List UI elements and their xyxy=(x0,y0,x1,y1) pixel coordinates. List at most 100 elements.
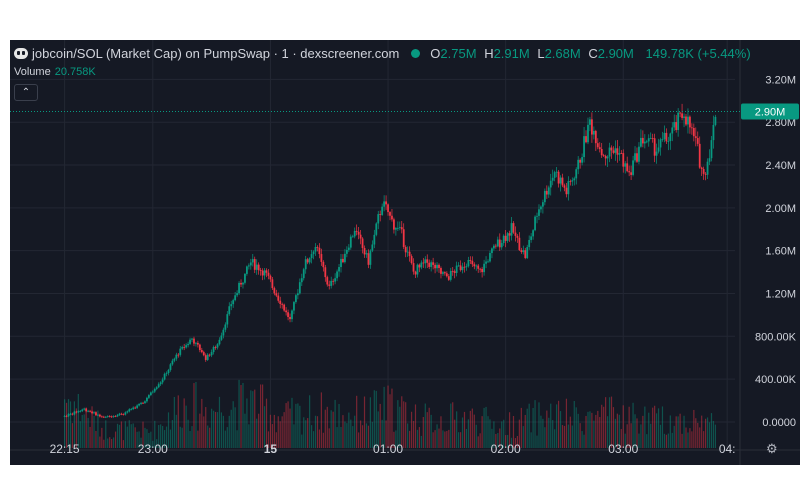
candle-body xyxy=(389,212,391,216)
y-tick-label: 1.20M xyxy=(765,288,796,300)
volume-bar xyxy=(201,398,203,448)
volume-bar xyxy=(322,432,324,448)
volume-bar xyxy=(626,424,628,448)
volume-bar xyxy=(636,418,638,448)
volume-bar xyxy=(393,431,395,448)
volume-bar xyxy=(79,421,81,448)
volume-bar xyxy=(458,432,460,448)
volume-bar xyxy=(687,432,689,448)
volume-bar xyxy=(646,434,648,448)
candle-body xyxy=(506,233,509,241)
candle-body xyxy=(247,265,250,267)
volume-bar xyxy=(173,396,175,448)
volume-bar xyxy=(452,402,454,448)
gear-icon[interactable]: ⚙ xyxy=(766,441,778,456)
volume-bar xyxy=(377,411,379,448)
volume-bar xyxy=(661,406,664,448)
candle-body xyxy=(177,354,180,356)
volume-bar xyxy=(456,411,458,448)
candle-body xyxy=(545,190,548,195)
candle-body xyxy=(304,259,307,270)
candle-body xyxy=(363,247,366,255)
volume-bar xyxy=(508,412,511,448)
candle-body xyxy=(610,147,613,151)
candle-body xyxy=(242,282,244,285)
volume-bar xyxy=(444,431,446,448)
candle-body xyxy=(567,181,570,195)
volume-value: 20.758K xyxy=(54,66,96,78)
volume-bar xyxy=(548,417,550,448)
volume-bar xyxy=(642,415,644,448)
volume-bar xyxy=(148,432,150,448)
candle-body xyxy=(232,300,235,305)
candle-body xyxy=(714,116,717,125)
candle-body xyxy=(432,262,435,265)
candle-body xyxy=(347,247,350,250)
volume-bar xyxy=(218,396,221,448)
candle-body xyxy=(598,147,601,149)
volume-bar xyxy=(540,415,542,448)
candle-body xyxy=(557,171,560,184)
volume-bar xyxy=(314,415,317,448)
volume-bar xyxy=(211,408,213,448)
volume-bar xyxy=(303,417,305,448)
candle-body xyxy=(136,405,139,408)
volume-bar xyxy=(652,407,654,448)
volume-bar xyxy=(589,411,591,448)
candle-body xyxy=(153,388,156,392)
volume-legend: Volume 20.758K xyxy=(14,66,96,78)
candle-body xyxy=(500,243,503,248)
collapse-legend-button[interactable]: ⌃ xyxy=(14,84,38,101)
volume-bar xyxy=(356,395,358,448)
candle-body xyxy=(394,228,397,230)
candle-body xyxy=(134,407,137,409)
candle-body xyxy=(461,266,464,271)
volume-bar xyxy=(283,412,285,448)
volume-bar xyxy=(432,432,434,448)
candle-body xyxy=(393,219,395,230)
candle-body xyxy=(285,310,288,313)
y-tick-label: 0.0000 xyxy=(762,417,796,429)
volume-bar xyxy=(703,431,705,448)
candle-body xyxy=(185,345,188,348)
volume-bar xyxy=(287,401,289,448)
candle-body xyxy=(512,223,515,233)
volume-bar xyxy=(595,414,597,448)
candle-body xyxy=(396,227,399,229)
candle-body xyxy=(477,265,480,269)
volume-bar xyxy=(618,414,620,448)
volume-bar xyxy=(654,405,656,448)
candle-body xyxy=(563,185,566,188)
volume-bar xyxy=(405,402,407,448)
candle-body xyxy=(267,272,270,276)
volume-bar xyxy=(140,437,142,448)
candle-body xyxy=(565,187,568,195)
candle-body xyxy=(467,259,470,267)
candle-body xyxy=(279,300,282,304)
volume-bar xyxy=(665,434,667,448)
volume-bar xyxy=(632,402,634,448)
candle-body xyxy=(69,413,72,415)
candle-body xyxy=(449,271,452,280)
candle-body xyxy=(147,395,150,398)
candle-body xyxy=(655,151,658,156)
volume-bar xyxy=(138,431,140,448)
volume-bar xyxy=(310,425,313,448)
volume-bar xyxy=(195,381,197,448)
candle-body xyxy=(108,416,111,417)
candle-body xyxy=(592,130,595,135)
volume-bar xyxy=(410,411,413,448)
volume-bar xyxy=(320,392,322,448)
candle-body xyxy=(159,382,162,385)
candle-body xyxy=(230,304,233,307)
candle-body xyxy=(540,206,542,210)
candlestick-chart[interactable]: 3.20M 2.80M 2.40M 2.00M 1.60M 1.20M 800.00K 400… xyxy=(10,40,800,465)
volume-bar xyxy=(389,394,391,448)
candle-body xyxy=(102,416,105,418)
candle-body xyxy=(100,416,103,418)
volume-bar xyxy=(459,432,462,448)
chart-frame[interactable]: 3.20M 2.80M 2.40M 2.00M 1.60M 1.20M 800.00K 400… xyxy=(10,40,800,465)
candle-body xyxy=(391,215,393,220)
candle-body xyxy=(289,317,291,320)
candle-body xyxy=(661,139,664,141)
